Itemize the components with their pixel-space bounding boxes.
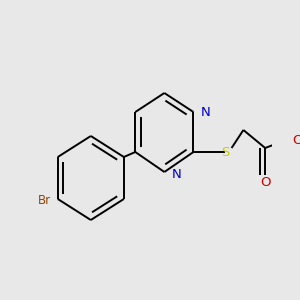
Text: O: O	[292, 134, 300, 146]
Text: O: O	[260, 176, 270, 190]
Text: N: N	[172, 167, 182, 181]
Text: Br: Br	[38, 194, 50, 208]
Text: N: N	[201, 106, 211, 118]
Text: S: S	[221, 146, 230, 158]
